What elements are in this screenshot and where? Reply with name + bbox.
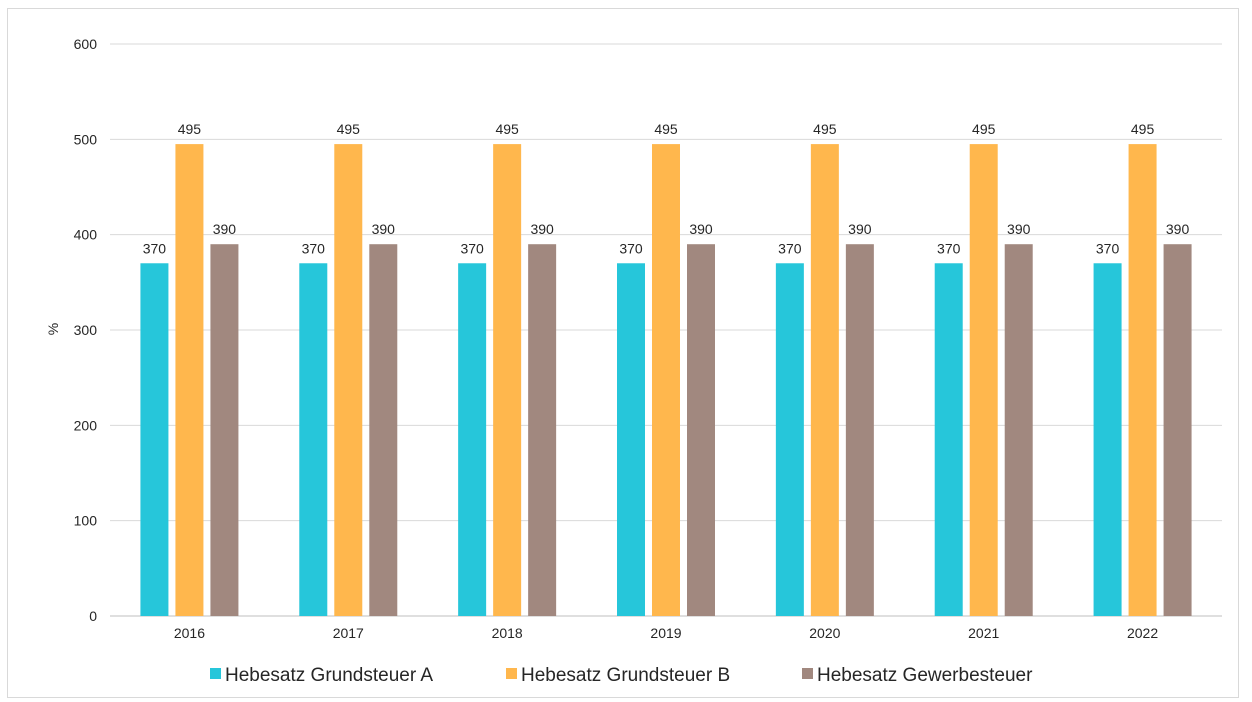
y-tick-label: 300	[74, 322, 98, 338]
data-label: 390	[213, 221, 237, 237]
data-label: 390	[848, 221, 872, 237]
data-label: 495	[972, 121, 996, 137]
data-label: 495	[654, 121, 678, 137]
legend: Hebesatz Grundsteuer A Hebesatz Grundsteu…	[210, 665, 1033, 686]
x-tick-label: 2020	[809, 625, 840, 641]
bars	[140, 144, 1192, 616]
data-label: 370	[619, 240, 643, 256]
data-label: 370	[460, 240, 484, 256]
x-axis-ticks: 2016 2017 2018 2019 2020 2021 2022	[174, 625, 1159, 641]
data-label: 370	[1096, 240, 1120, 256]
bar	[969, 144, 998, 616]
data-label: 390	[1007, 221, 1031, 237]
data-label: 370	[937, 240, 961, 256]
x-tick-label: 2019	[650, 625, 681, 641]
y-tick-label: 100	[74, 513, 98, 529]
legend-label: Hebesatz Gewerbesteuer	[817, 665, 1033, 686]
bar	[175, 144, 204, 616]
bar	[493, 144, 522, 616]
x-tick-label: 2021	[968, 625, 999, 641]
data-label: 370	[143, 240, 167, 256]
data-label: 390	[1166, 221, 1190, 237]
data-label: 390	[372, 221, 396, 237]
bar	[299, 263, 328, 616]
bar	[210, 244, 239, 616]
data-label: 495	[1131, 121, 1155, 137]
y-tick-label: 200	[74, 417, 98, 433]
legend-swatch	[802, 668, 813, 679]
legend-label: Hebesatz Grundsteuer A	[225, 665, 433, 686]
data-label: 495	[337, 121, 361, 137]
bar	[1163, 244, 1192, 616]
bar	[140, 263, 169, 616]
data-label: 495	[495, 121, 519, 137]
bar	[1093, 263, 1122, 616]
data-label: 495	[178, 121, 202, 137]
legend-swatch	[506, 668, 517, 679]
y-tick-label: 500	[74, 131, 98, 147]
legend-swatch	[210, 668, 221, 679]
bar	[775, 263, 804, 616]
bar	[1128, 144, 1157, 616]
legend-label: Hebesatz Grundsteuer B	[521, 665, 730, 686]
bar	[652, 144, 680, 616]
bar	[1004, 244, 1033, 616]
bar	[458, 263, 487, 616]
bar	[334, 144, 363, 616]
bar	[810, 144, 839, 616]
data-label: 370	[778, 240, 802, 256]
bar	[687, 244, 715, 616]
bar	[934, 263, 963, 616]
data-label: 495	[813, 121, 837, 137]
y-axis-label: %	[45, 323, 61, 335]
x-tick-label: 2018	[492, 625, 523, 641]
data-label: 390	[689, 221, 713, 237]
bar	[845, 244, 874, 616]
data-labels: 370 495 390 370 495 390 370 495 390 370 495 390 370 4…	[143, 121, 1190, 256]
bar	[369, 244, 398, 616]
x-tick-label: 2022	[1127, 625, 1158, 641]
y-tick-label: 600	[74, 36, 98, 52]
y-tick-label: 400	[74, 227, 98, 243]
bar	[528, 244, 557, 616]
x-tick-label: 2016	[174, 625, 205, 641]
x-tick-label: 2017	[333, 625, 364, 641]
data-label: 370	[302, 240, 326, 256]
data-label: 390	[530, 221, 554, 237]
bar	[617, 263, 645, 616]
y-axis-ticks: 0 100 200 300 400 500 600	[74, 36, 98, 624]
y-tick-label: 0	[89, 608, 97, 624]
